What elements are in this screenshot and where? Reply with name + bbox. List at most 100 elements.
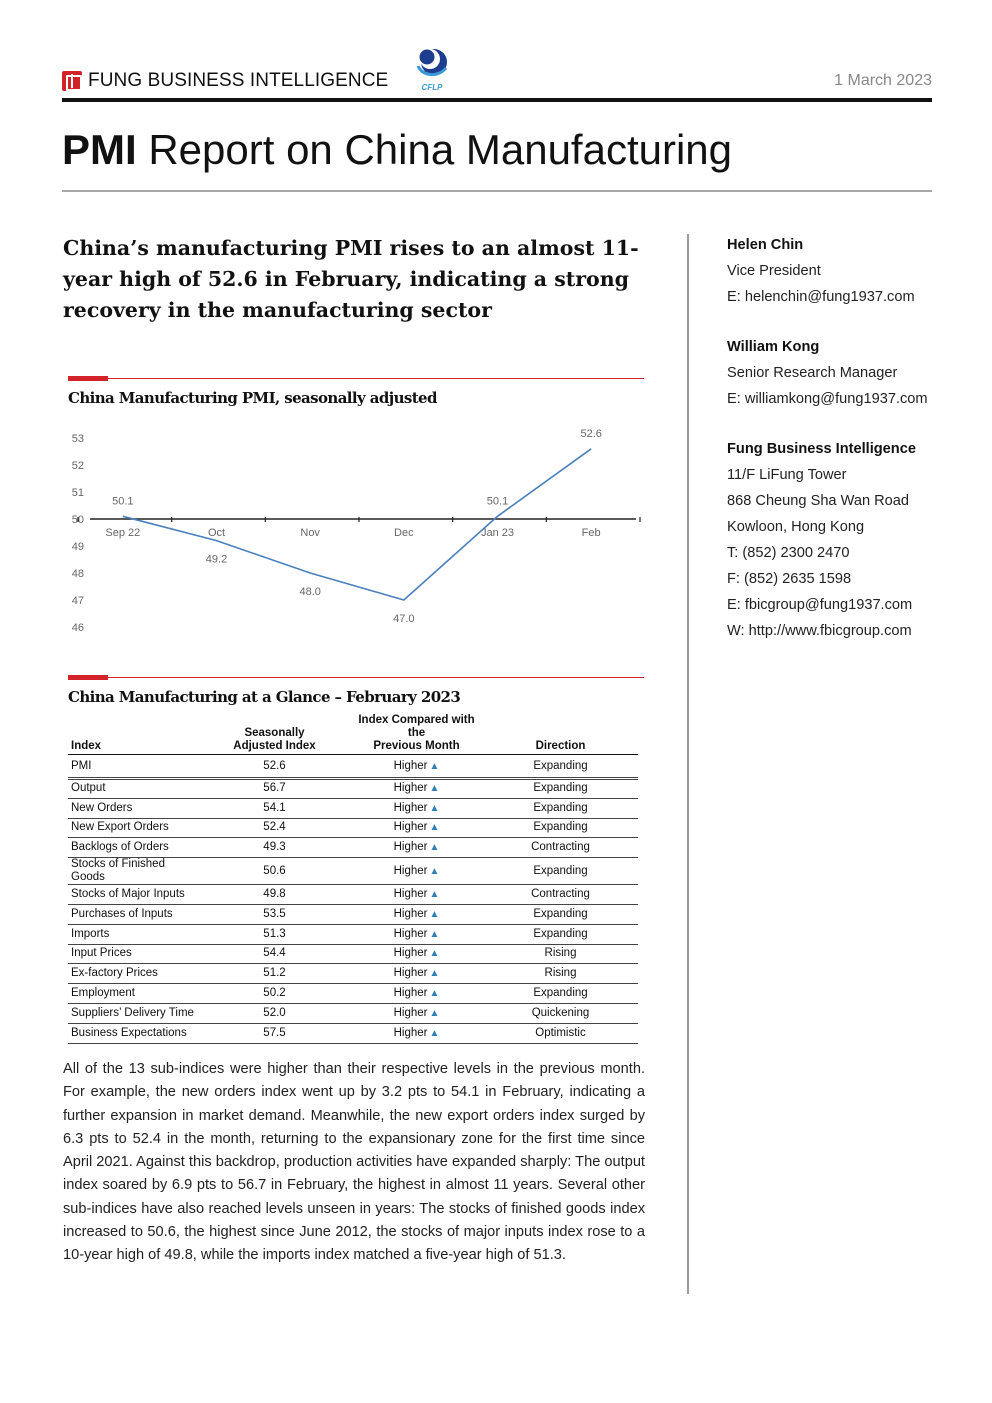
x-tick-label: Nov — [300, 527, 320, 539]
row-index-name: Business Expectations — [68, 1023, 198, 1044]
row-direction: Quickening — [482, 1003, 638, 1024]
row-compare-text: Higher — [393, 927, 428, 940]
cflp-logo-text: CFLP — [422, 83, 444, 92]
table-row: Purchases of Inputs 53.5 Higher ▲ Expanding — [68, 904, 638, 925]
col-header-value-line1: Seasonally — [244, 727, 305, 739]
row-compare: Higher ▲ — [350, 983, 482, 1004]
row-index-name: Ex-factory Prices — [68, 963, 198, 985]
row-index-name: PMI — [68, 754, 198, 780]
row-value: 53.5 — [198, 904, 350, 925]
chart-section-tab — [68, 376, 108, 381]
title-divider — [62, 190, 932, 192]
row-index-name: Input Prices — [68, 944, 198, 965]
row-direction: Expanding — [482, 983, 638, 1004]
table-row: Stocks of Finished Goods 50.6 Higher ▲ Expan… — [68, 857, 638, 886]
row-index-name: Suppliers’ Delivery Time — [68, 1003, 198, 1024]
contact-line: E: williamkong@fung1937.com — [727, 391, 928, 407]
table-title: China Manufacturing at a Glance – Februa… — [68, 688, 461, 706]
row-value: 54.1 — [198, 798, 350, 819]
contact-line: 11/F LiFung Tower — [727, 467, 847, 483]
row-index-name: Stocks of Finished Goods — [68, 857, 198, 886]
row-value: 50.6 — [198, 857, 350, 886]
row-compare-text: Higher — [393, 821, 428, 834]
contact-block: William Kong Senior Research Manager E: wi… — [727, 336, 928, 414]
col-header-index: Index — [68, 714, 198, 755]
data-label: 50.1 — [487, 495, 508, 507]
row-direction: Expanding — [482, 754, 638, 780]
row-index-name: Stocks of Major Inputs — [68, 884, 198, 905]
y-tick-label: 52 — [72, 460, 84, 472]
row-value: 51.2 — [198, 963, 350, 985]
col-header-value: Seasonally Adjusted Index — [198, 714, 350, 755]
table-row: Ex-factory Prices 51.2 Higher ▲ Rising — [68, 963, 638, 985]
y-tick-label: 53 — [72, 433, 84, 445]
row-index-name: Backlogs of Orders — [68, 837, 198, 859]
row-compare: Higher ▲ — [350, 963, 482, 985]
row-direction: Rising — [482, 944, 638, 965]
row-compare: Higher ▲ — [350, 837, 482, 859]
row-compare-text: Higher — [393, 888, 428, 901]
x-tick-label: Sep 22 — [105, 527, 140, 539]
contact-name: William Kong — [727, 339, 820, 355]
contact-block: Fung Business Intelligence 11/F LiFung To… — [727, 438, 928, 646]
row-direction: Expanding — [482, 857, 638, 886]
row-compare: Higher ▲ — [350, 924, 482, 945]
page-title-bold: PMI — [62, 126, 137, 173]
row-compare: Higher ▲ — [350, 944, 482, 965]
row-value: 54.4 — [198, 944, 350, 965]
contact-line: W: http://www.fbicgroup.com — [727, 623, 912, 639]
row-compare-text: Higher — [393, 782, 428, 795]
up-arrow-icon: ▲ — [429, 865, 440, 877]
column-divider — [687, 234, 689, 1294]
data-label: 52.6 — [580, 428, 601, 440]
row-direction: Expanding — [482, 924, 638, 945]
report-date: 1 March 2023 — [834, 72, 932, 89]
x-tick-label: Jan 23 — [481, 527, 514, 539]
row-compare-text: Higher — [393, 967, 428, 980]
contact-name: Fung Business Intelligence — [727, 441, 916, 457]
row-value: 52.4 — [198, 818, 350, 839]
contact-line: T: (852) 2300 2470 — [727, 545, 850, 561]
table-row: New Orders 54.1 Higher ▲ Expanding — [68, 798, 638, 819]
up-arrow-icon: ▲ — [429, 948, 440, 960]
contact-line: Vice President — [727, 263, 821, 279]
table-row: Backlogs of Orders 49.3 Higher ▲ Contracting — [68, 837, 638, 859]
data-label: 49.2 — [206, 554, 227, 566]
row-direction: Expanding — [482, 818, 638, 839]
up-arrow-icon: ▲ — [429, 842, 440, 854]
row-index-name: Purchases of Inputs — [68, 904, 198, 925]
y-tick-label: 47 — [72, 595, 84, 607]
up-arrow-icon: ▲ — [429, 968, 440, 980]
row-compare: Higher ▲ — [350, 1003, 482, 1024]
row-value: 52.6 — [198, 754, 350, 780]
glance-table: Index Seasonally Adjusted Index Index Com… — [68, 714, 638, 1044]
x-tick-label: Oct — [208, 527, 225, 539]
row-compare-text: Higher — [393, 1006, 428, 1019]
table-section-rule — [68, 675, 644, 680]
up-arrow-icon: ▲ — [429, 1007, 440, 1019]
row-compare: Higher ▲ — [350, 904, 482, 925]
up-arrow-icon: ▲ — [429, 908, 440, 920]
col-header-direction: Direction — [482, 714, 638, 755]
row-compare-text: Higher — [393, 907, 428, 920]
row-index-name: New Orders — [68, 798, 198, 819]
x-tick-label: Feb — [582, 527, 601, 539]
body-paragraph: All of the 13 sub-indices were higher th… — [63, 1061, 645, 1264]
row-index-name: Output — [68, 778, 198, 799]
row-compare: Higher ▲ — [350, 884, 482, 905]
table-row: Suppliers’ Delivery Time 52.0 Higher ▲ Quick… — [68, 1003, 638, 1024]
up-arrow-icon: ▲ — [429, 760, 440, 772]
row-value: 49.3 — [198, 837, 350, 859]
contact-line: F: (852) 2635 1598 — [727, 571, 852, 587]
contact-line: Kowloon, Hong Kong — [727, 519, 865, 535]
up-arrow-icon: ▲ — [429, 802, 440, 814]
row-value: 57.5 — [198, 1023, 350, 1044]
up-arrow-icon: ▲ — [429, 889, 440, 901]
data-labels: 50.1 49.2 48.0 47.0 50.1 52.6 — [112, 428, 602, 625]
row-value: 50.2 — [198, 983, 350, 1004]
page-title: PMI Report on China Manufacturing — [62, 126, 732, 174]
y-tick-label: 48 — [72, 568, 84, 580]
col-header-compare: Index Compared with the Previous Month — [350, 714, 482, 755]
row-compare: Higher ▲ — [350, 857, 482, 886]
row-compare: Higher ▲ — [350, 798, 482, 819]
